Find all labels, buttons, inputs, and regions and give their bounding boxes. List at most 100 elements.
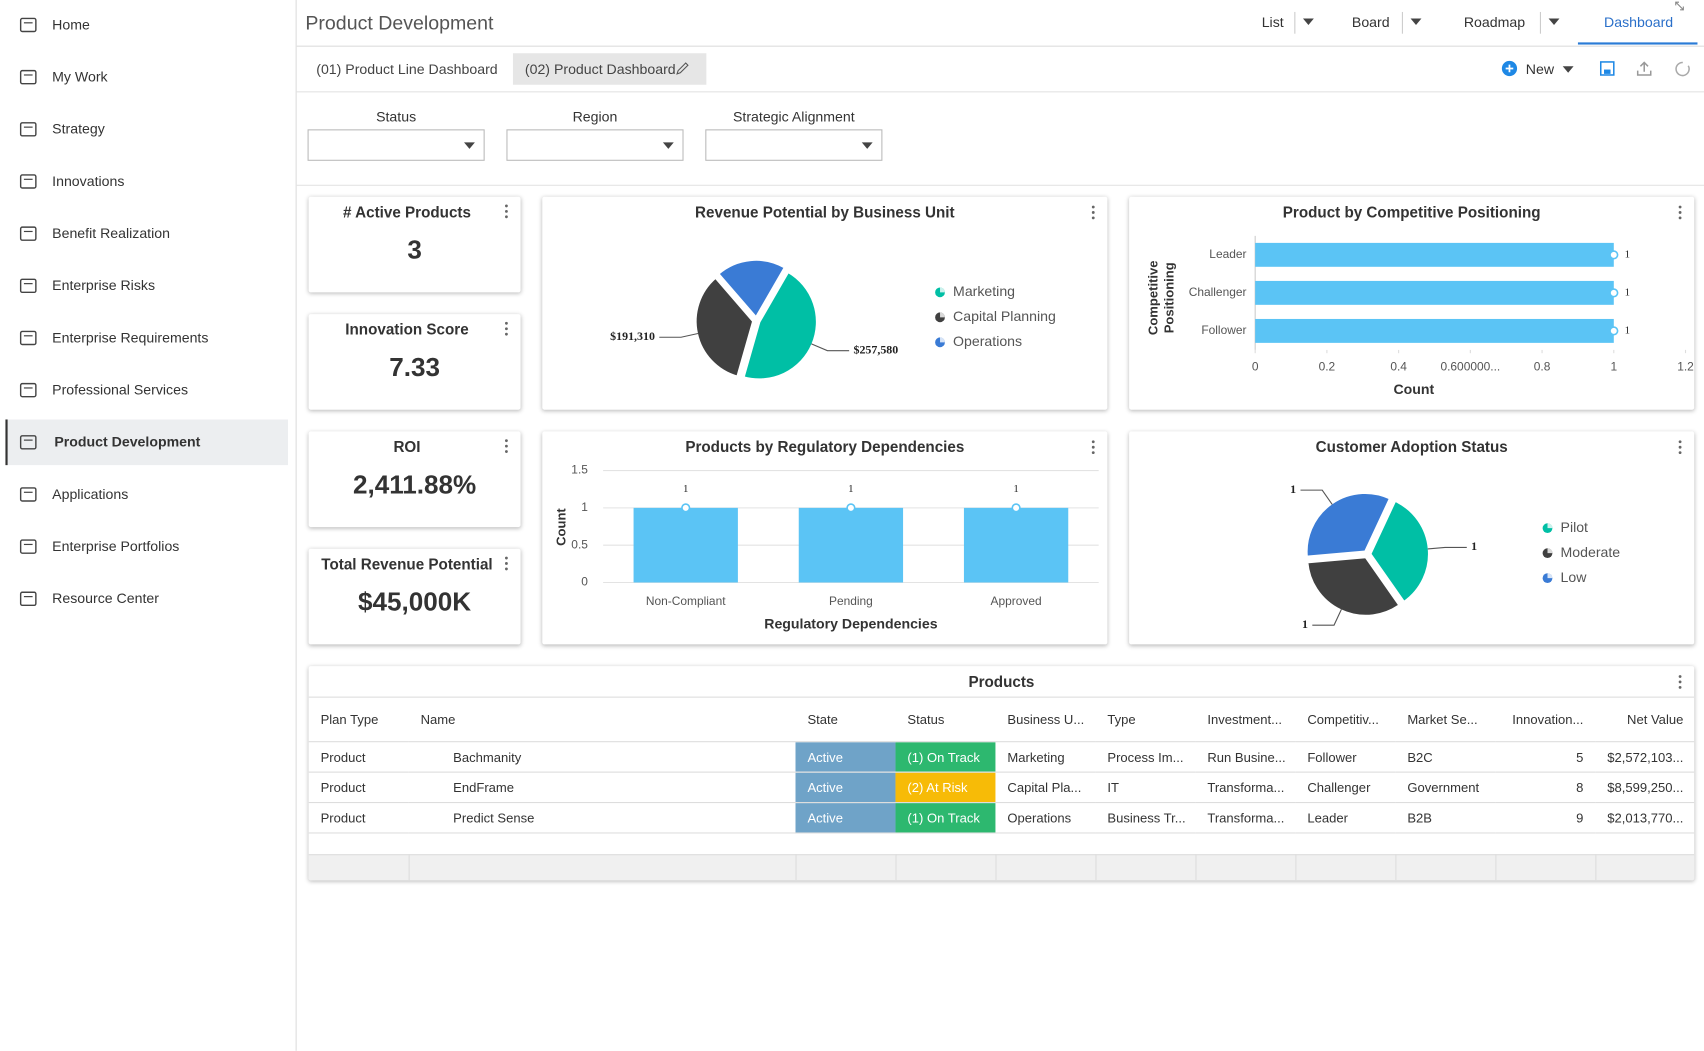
- expand-icon: [1675, 1, 1684, 11]
- nav-item[interactable]: Resource Center: [5, 576, 285, 622]
- nav-icon: [19, 591, 37, 607]
- column-header[interactable]: Competitiv...: [1295, 696, 1396, 743]
- dot: [505, 327, 508, 331]
- page-title: Product Development: [305, 11, 494, 34]
- dot: [505, 332, 508, 336]
- filter-select[interactable]: [705, 129, 883, 161]
- y-tick-label: 0.5: [571, 537, 588, 551]
- more-menu: [1678, 675, 1682, 689]
- bar: [1255, 318, 1614, 343]
- dropdown-caret: [1302, 18, 1314, 25]
- table-cell: Challenger: [1295, 772, 1396, 804]
- column-header[interactable]: Market Se...: [1395, 696, 1496, 743]
- more-menu: [505, 556, 508, 571]
- more-menu: [505, 321, 508, 336]
- kpi-value: $45,000K: [358, 587, 472, 618]
- column-header[interactable]: Net Value: [1595, 696, 1695, 743]
- data-label: 1: [848, 483, 853, 495]
- view-tab[interactable]: Board: [1351, 14, 1390, 31]
- column-header[interactable]: State: [795, 696, 896, 743]
- table-cell: Leader: [1295, 802, 1396, 834]
- data-label: 1: [1013, 483, 1018, 495]
- more-menu: [505, 204, 508, 219]
- table-cell: Process Im...: [1095, 741, 1196, 773]
- save-icon: [1599, 61, 1615, 76]
- sidebar: Home My Work Strategy Innovations Benefit Re…: [0, 0, 297, 1051]
- kpi-title: # Active Products: [342, 203, 471, 221]
- nav-icon: [19, 435, 37, 450]
- table-cell: Follower: [1295, 741, 1396, 773]
- x-tick-label: 0.8: [1534, 359, 1551, 373]
- edit-icon: [676, 62, 689, 75]
- column-header[interactable]: Investment...: [1195, 696, 1296, 743]
- nav-item[interactable]: Professional Services: [5, 367, 285, 413]
- icon-shape: [19, 17, 37, 33]
- icon-shape: [19, 435, 37, 450]
- dot: [1091, 216, 1095, 220]
- leader-line: [811, 343, 850, 352]
- nav-item[interactable]: Enterprise Requirements: [5, 315, 285, 361]
- chart: 0 0.2 0.4 0.600000... 0.8 1 1.2 Leader 1 Challeng…: [1189, 235, 1694, 397]
- column-header[interactable]: Type: [1095, 696, 1196, 743]
- nav-item[interactable]: Product Development: [5, 419, 288, 466]
- legend-label: Marketing: [953, 283, 1015, 299]
- filter-select[interactable]: [506, 129, 684, 161]
- table-cell: EndFrame: [408, 772, 796, 804]
- nav-icon: [19, 487, 37, 502]
- expand-shape: [1675, 1, 1684, 11]
- kpi-card: Total Revenue Potential $45,000K: [308, 548, 521, 645]
- more-menu: [1678, 205, 1682, 220]
- nav-item[interactable]: Enterprise Risks: [5, 263, 285, 309]
- table-row[interactable]: Product Bachmanity Active (1) On Track Marke…: [308, 741, 1695, 773]
- x-tick-label: 0.600000...: [1440, 359, 1500, 373]
- nav-item[interactable]: Home: [5, 2, 285, 48]
- view-tab[interactable]: Roadmap: [1463, 14, 1526, 31]
- bar: [1255, 280, 1614, 305]
- nav-item[interactable]: Benefit Realization: [5, 211, 285, 257]
- filter-select[interactable]: [307, 129, 485, 161]
- kpi-card: # Active Products 3: [308, 196, 521, 293]
- nav-item[interactable]: Applications: [5, 472, 285, 518]
- caret-shape: [861, 142, 873, 149]
- table-cell: IT: [1095, 772, 1196, 804]
- nav-item[interactable]: Strategy: [5, 106, 285, 152]
- data-label: 1: [1471, 539, 1477, 553]
- dot: [1678, 685, 1682, 689]
- nav-item[interactable]: Enterprise Portfolios: [5, 524, 285, 570]
- table-row[interactable]: Product Predict Sense Active (1) On Track Op…: [308, 802, 1695, 834]
- dashboard-tab[interactable]: (02) Product Dashboard: [512, 53, 707, 85]
- kpi-value: 3: [407, 235, 422, 266]
- bar: [963, 507, 1069, 583]
- new-button[interactable]: New: [1525, 60, 1555, 78]
- header-border: [296, 45, 1704, 47]
- nav-icon: [19, 17, 37, 33]
- bar: [633, 507, 738, 583]
- table-row[interactable]: Product EndFrame Active (2) At Risk Capital …: [308, 772, 1695, 804]
- filters-border: [296, 184, 1704, 186]
- nav-label: Professional Services: [52, 381, 189, 398]
- dashboard-tab[interactable]: (01) Product Line Dashboard: [304, 53, 509, 85]
- dot: [1678, 205, 1682, 209]
- dot: [505, 209, 508, 213]
- column-header[interactable]: Business U...: [995, 696, 1096, 743]
- x-tick-label: 0.2: [1319, 359, 1336, 373]
- nav-label: Resource Center: [52, 590, 159, 607]
- footer-divider: [1595, 854, 1597, 881]
- icon-shape: [19, 122, 37, 137]
- table-cell: Bachmanity: [408, 741, 796, 773]
- column-header[interactable]: Status: [895, 696, 996, 743]
- dropdown-caret: [861, 142, 873, 149]
- column-header[interactable]: Innovation...: [1495, 696, 1596, 743]
- column-header[interactable]: Plan Type: [308, 696, 409, 743]
- nav-item[interactable]: My Work: [5, 54, 285, 100]
- y-tick-label: 0: [581, 575, 588, 589]
- kpi-title: Total Revenue Potential: [321, 555, 493, 573]
- bar: [1255, 242, 1614, 267]
- icon-shape: [19, 591, 37, 607]
- view-tab[interactable]: Dashboard: [1604, 14, 1674, 31]
- y-tick-label: Leader: [1209, 247, 1246, 261]
- dot: [505, 321, 508, 325]
- column-header[interactable]: Name: [408, 696, 796, 743]
- nav-item[interactable]: Innovations: [5, 159, 285, 205]
- view-tab[interactable]: List: [1261, 14, 1284, 31]
